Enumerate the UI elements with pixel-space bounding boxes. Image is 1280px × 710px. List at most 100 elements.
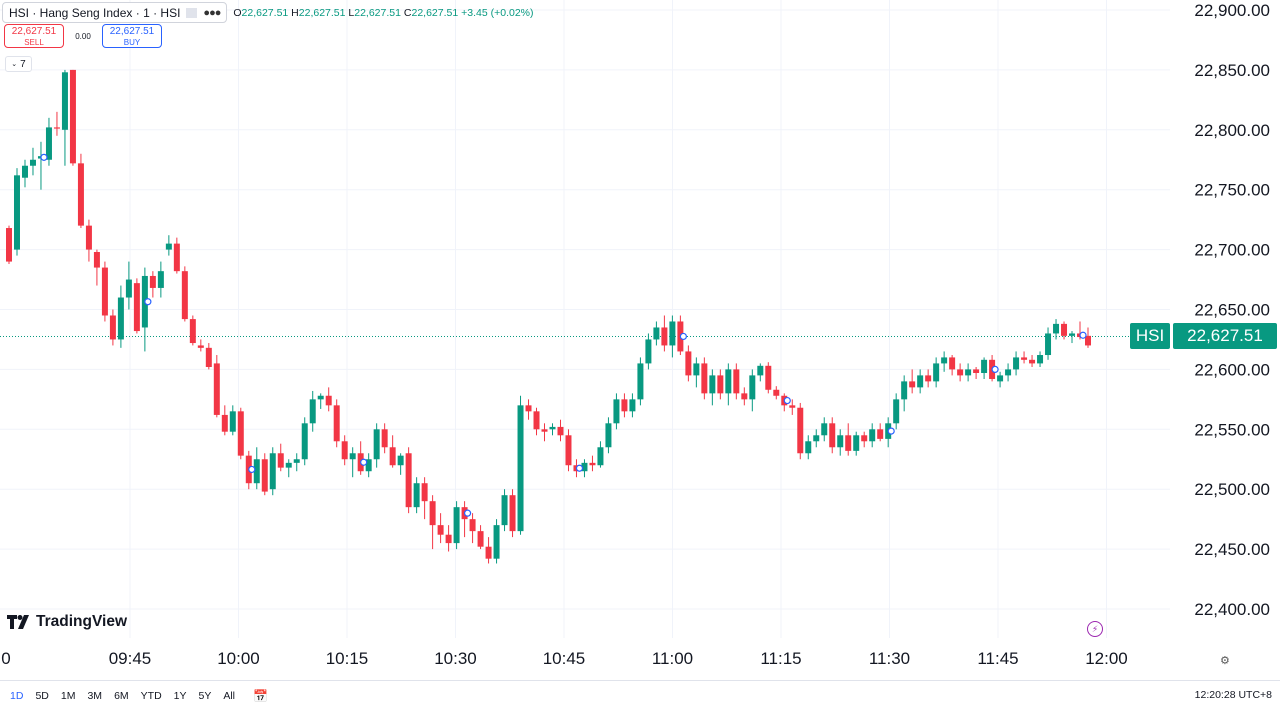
candle[interactable] bbox=[965, 363, 972, 382]
range-button-1d[interactable]: 1D bbox=[10, 689, 24, 702]
candle[interactable] bbox=[829, 417, 836, 454]
candle[interactable] bbox=[437, 513, 444, 544]
candle[interactable] bbox=[477, 525, 484, 550]
candle[interactable] bbox=[357, 441, 364, 475]
candle[interactable] bbox=[77, 153, 84, 229]
candle[interactable] bbox=[45, 117, 52, 166]
candle[interactable] bbox=[253, 447, 260, 490]
candle[interactable] bbox=[493, 519, 500, 564]
candle[interactable] bbox=[6, 225, 12, 264]
candle[interactable] bbox=[1045, 327, 1052, 360]
candle[interactable] bbox=[701, 357, 708, 400]
candle[interactable] bbox=[229, 405, 236, 436]
candle[interactable] bbox=[197, 339, 204, 352]
candle[interactable] bbox=[501, 489, 508, 532]
candle[interactable] bbox=[269, 447, 276, 496]
candle[interactable] bbox=[797, 402, 804, 460]
event-marker[interactable] bbox=[887, 427, 895, 435]
sell-button[interactable]: 22,627.51 SELL bbox=[4, 24, 64, 48]
candle[interactable] bbox=[301, 417, 308, 466]
candle[interactable] bbox=[181, 266, 188, 322]
candle[interactable] bbox=[605, 417, 612, 454]
candle[interactable] bbox=[405, 447, 412, 514]
symbol-search-button[interactable]: HSI · Hang Seng Index · 1 · HSI ●●● bbox=[2, 2, 228, 23]
candle[interactable] bbox=[557, 419, 564, 442]
candle[interactable] bbox=[685, 345, 692, 382]
range-button-5y[interactable]: 5Y bbox=[198, 689, 212, 702]
candle[interactable] bbox=[1013, 351, 1020, 376]
candle[interactable] bbox=[1005, 363, 1012, 382]
candle[interactable] bbox=[717, 369, 724, 400]
candle[interactable] bbox=[149, 271, 156, 298]
candle[interactable] bbox=[661, 315, 668, 352]
candle[interactable] bbox=[469, 513, 476, 544]
candle[interactable] bbox=[901, 375, 908, 412]
range-button-6m[interactable]: 6M bbox=[114, 689, 129, 702]
candle[interactable] bbox=[341, 435, 348, 466]
candle[interactable] bbox=[861, 431, 868, 448]
candle[interactable] bbox=[413, 477, 420, 514]
candle[interactable] bbox=[125, 261, 132, 310]
candle[interactable] bbox=[869, 423, 876, 448]
candle[interactable] bbox=[317, 393, 324, 409]
event-marker[interactable] bbox=[248, 465, 256, 474]
candle[interactable] bbox=[277, 443, 284, 472]
candle[interactable] bbox=[1037, 351, 1044, 368]
candle[interactable] bbox=[997, 371, 1004, 388]
candle[interactable] bbox=[157, 261, 164, 298]
candle[interactable] bbox=[445, 525, 452, 552]
candle[interactable] bbox=[189, 315, 196, 346]
tradingview-logo[interactable]: TradingView bbox=[7, 613, 127, 631]
candle[interactable] bbox=[533, 407, 540, 436]
buy-button[interactable]: 22,627.51 BUY bbox=[102, 24, 162, 48]
candle[interactable] bbox=[821, 417, 828, 442]
candle[interactable] bbox=[973, 367, 980, 379]
candle[interactable] bbox=[517, 395, 524, 535]
candle[interactable] bbox=[349, 447, 356, 478]
event-marker[interactable] bbox=[463, 509, 472, 517]
candle[interactable] bbox=[525, 399, 532, 420]
candle[interactable] bbox=[693, 357, 700, 388]
candlestick-chart[interactable]: 22,900.00 22,850.00 22,800.00 22,750.00 22,7… bbox=[0, 0, 1280, 680]
range-button-1y[interactable]: 1Y bbox=[173, 689, 187, 702]
candle[interactable] bbox=[541, 423, 548, 442]
candle[interactable] bbox=[85, 219, 92, 262]
event-marker[interactable] bbox=[575, 464, 584, 472]
candle[interactable] bbox=[37, 141, 44, 190]
calendar-range-icon[interactable]: 📅 bbox=[253, 688, 268, 703]
event-marker[interactable] bbox=[991, 365, 999, 373]
candle[interactable] bbox=[293, 453, 300, 472]
candle[interactable] bbox=[373, 423, 380, 468]
candle[interactable] bbox=[853, 431, 860, 456]
candle[interactable] bbox=[805, 435, 812, 460]
candle[interactable] bbox=[69, 69, 76, 166]
candle[interactable] bbox=[613, 393, 620, 430]
candle[interactable] bbox=[165, 235, 172, 256]
candle[interactable] bbox=[61, 69, 68, 166]
candle[interactable] bbox=[773, 386, 780, 400]
candle[interactable] bbox=[285, 459, 292, 478]
candle[interactable] bbox=[645, 333, 652, 370]
indicators-toggle[interactable]: ⌄ 7 bbox=[5, 56, 32, 72]
candle[interactable] bbox=[1029, 355, 1036, 368]
event-marker[interactable] bbox=[144, 298, 152, 306]
candle[interactable] bbox=[941, 351, 948, 372]
candle[interactable] bbox=[261, 453, 268, 496]
candle[interactable] bbox=[117, 285, 124, 348]
range-button-1m[interactable]: 1M bbox=[60, 689, 76, 702]
candle[interactable] bbox=[845, 423, 852, 456]
candle[interactable] bbox=[461, 501, 468, 538]
event-marker[interactable] bbox=[679, 332, 687, 341]
candle[interactable] bbox=[237, 407, 244, 460]
candle[interactable] bbox=[877, 423, 884, 442]
candle[interactable] bbox=[765, 362, 772, 394]
candle[interactable] bbox=[13, 168, 20, 256]
candle[interactable] bbox=[309, 390, 316, 432]
candle[interactable] bbox=[429, 495, 436, 550]
candle[interactable] bbox=[453, 501, 460, 550]
candle[interactable] bbox=[53, 111, 60, 136]
candle[interactable] bbox=[1085, 327, 1091, 348]
candle[interactable] bbox=[925, 369, 932, 388]
candle[interactable] bbox=[949, 355, 956, 376]
candle[interactable] bbox=[397, 453, 404, 475]
